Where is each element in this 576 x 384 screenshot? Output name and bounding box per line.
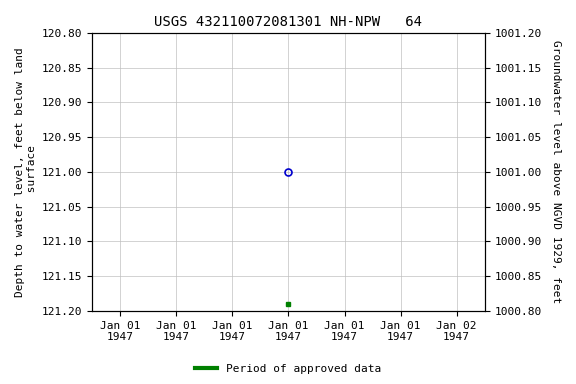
- Title: USGS 432110072081301 NH-NPW   64: USGS 432110072081301 NH-NPW 64: [154, 15, 422, 29]
- Y-axis label: Groundwater level above NGVD 1929, feet: Groundwater level above NGVD 1929, feet: [551, 40, 561, 303]
- Legend: Period of approved data: Period of approved data: [191, 359, 385, 379]
- Y-axis label: Depth to water level, feet below land
 surface: Depth to water level, feet below land su…: [15, 47, 37, 297]
